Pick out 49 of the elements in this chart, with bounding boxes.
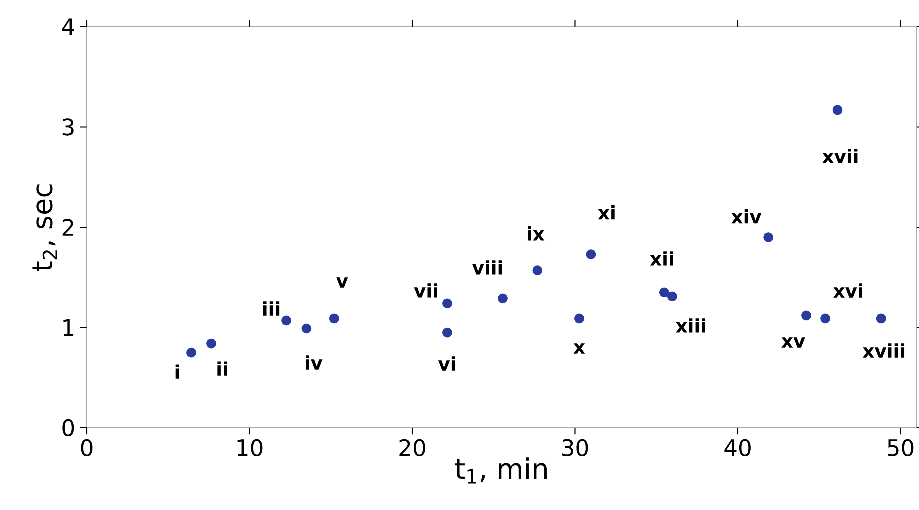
x-tick-label: 30 — [562, 439, 588, 457]
annotation: v — [336, 278, 348, 288]
annotation: iv — [306, 356, 323, 370]
y-tick-label: 2 — [62, 219, 74, 236]
annotation: viii — [472, 260, 502, 275]
point — [282, 316, 292, 326]
point — [206, 338, 216, 349]
point — [820, 314, 830, 324]
annotation: xiv — [732, 209, 762, 224]
annotation: vi — [438, 356, 456, 371]
annotation: ii — [218, 362, 228, 376]
y-tick-label: 0 — [62, 419, 74, 437]
annotation: ix — [528, 226, 545, 241]
x-tick-label: 10 — [238, 439, 263, 457]
point — [574, 314, 584, 324]
point — [498, 294, 508, 304]
annotation: xvi — [834, 284, 862, 298]
point — [876, 314, 886, 324]
x-tick-label: 40 — [724, 439, 751, 457]
x-tick-label: 20 — [400, 439, 426, 457]
annotation: x — [574, 344, 586, 354]
y-tick-label: 3 — [62, 118, 74, 136]
point — [659, 288, 670, 298]
point — [329, 314, 340, 324]
y-tick-label: 4 — [62, 18, 74, 36]
point — [764, 232, 774, 242]
point — [302, 324, 312, 334]
annotation: xvii — [822, 149, 858, 164]
annotation: iii — [264, 302, 280, 316]
point — [532, 266, 543, 276]
y-tick-label: 1 — [64, 319, 74, 336]
x-axis-title: t$_{1}$, min — [455, 458, 547, 484]
x-tick-label: 0 — [81, 439, 93, 457]
y-axis-title: t$_{2}$, sec — [32, 184, 58, 272]
x-tick-label: 50 — [888, 439, 914, 457]
annotation: vii — [414, 284, 438, 298]
point — [442, 298, 452, 309]
point — [802, 310, 812, 321]
point — [442, 328, 452, 338]
annotation: xiii — [676, 318, 706, 333]
point — [832, 105, 843, 116]
annotation: xii — [650, 252, 674, 266]
annotation: xviii — [862, 344, 905, 358]
annotation: xv — [782, 338, 806, 348]
point — [667, 292, 678, 302]
annotation: i — [176, 364, 180, 379]
point — [186, 348, 196, 358]
annotation: xi — [598, 205, 615, 220]
point — [586, 250, 596, 260]
